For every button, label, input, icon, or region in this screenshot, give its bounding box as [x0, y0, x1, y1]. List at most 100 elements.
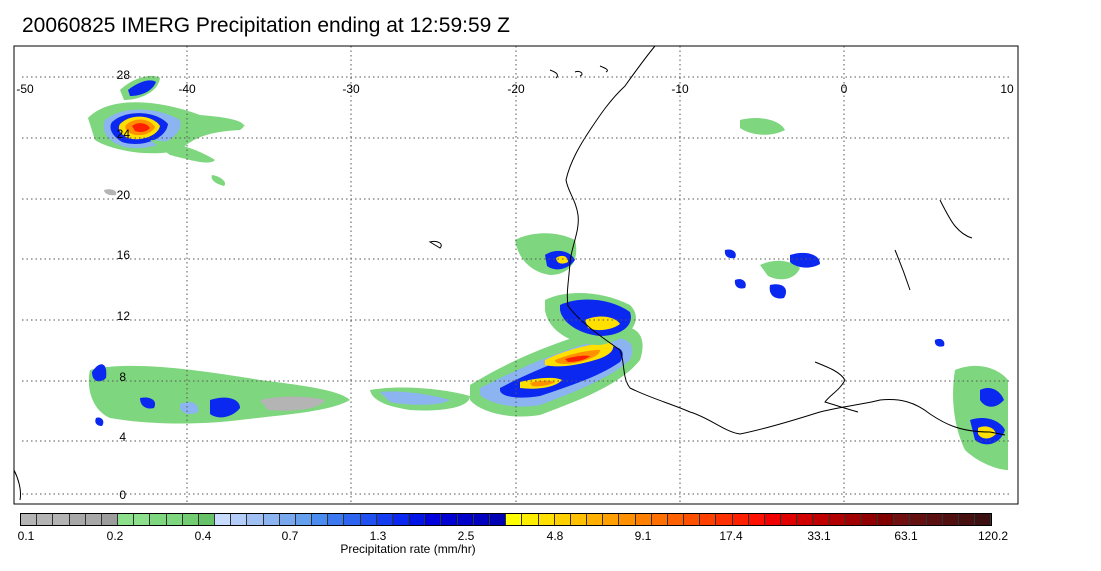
colorbar-swatch — [635, 514, 652, 525]
colorbar-swatch — [797, 514, 814, 525]
lon-tick-label: -40 — [178, 82, 196, 96]
precipitation-layer — [88, 75, 1008, 470]
colorbar-swatch — [764, 514, 782, 525]
colorbar-swatch — [926, 514, 943, 525]
colorbar-swatch — [603, 514, 620, 525]
colorbar-swatch — [198, 514, 216, 525]
colorbar-swatch — [522, 514, 539, 525]
lat-tick-label: 16 — [117, 248, 131, 262]
colorbar-tick-label: 0.7 — [281, 529, 299, 543]
lat-tick-label: 28 — [117, 68, 131, 82]
longitude-labels: -50 -40 -30 -20 -10 0 10 — [16, 82, 1014, 96]
precip-cluster-northwest — [88, 75, 245, 196]
colorbar-tick-label: 4.8 — [546, 529, 564, 543]
precip-band-west-africa — [370, 233, 643, 417]
colorbar-swatch — [473, 514, 490, 525]
colorbar-swatch — [425, 514, 442, 525]
colorbar-swatch — [910, 514, 927, 525]
lon-tick-label: -20 — [507, 82, 525, 96]
colorbar-swatch — [360, 514, 377, 525]
lon-tick-label: 10 — [1000, 82, 1014, 96]
coastline — [13, 45, 1006, 501]
colorbar-swatch — [538, 514, 555, 525]
colorbar-swatch — [312, 514, 329, 525]
colorbar-swatch — [554, 514, 571, 525]
colorbar-swatch — [182, 514, 199, 525]
colorbar-swatch — [247, 514, 264, 525]
colorbar-tick-label: 17.4 — [719, 529, 743, 543]
colorbar-swatch — [37, 514, 54, 525]
colorbar-tick-label: 63.1 — [894, 529, 918, 543]
colorbar-swatch — [150, 514, 167, 525]
colorbar-swatch — [587, 514, 604, 525]
lat-tick-label: 20 — [117, 188, 131, 202]
colorbar-title: Precipitation rate (mm/hr) — [340, 542, 476, 556]
colorbar-swatch — [506, 514, 523, 525]
colorbar-swatch — [134, 514, 151, 525]
colorbar-swatch — [166, 514, 183, 525]
colorbar-swatch — [958, 514, 976, 525]
colorbar-swatch — [845, 514, 862, 525]
lat-tick-label: 8 — [119, 370, 126, 384]
colorbar-swatch — [21, 514, 38, 525]
colorbar-swatch — [651, 514, 668, 525]
lat-tick-label: 4 — [119, 430, 126, 444]
colorbar-swatch — [279, 514, 296, 525]
colorbar-swatch — [781, 514, 798, 525]
colorbar-swatch — [441, 514, 458, 525]
colorbar-tick-label: 9.1 — [634, 529, 652, 543]
colorbar-swatch — [344, 514, 361, 525]
colorbar-tick-label: 1.3 — [369, 529, 387, 543]
colorbar-swatch — [700, 514, 717, 525]
colorbar-swatch — [813, 514, 830, 525]
colorbar-swatch — [392, 514, 410, 525]
colorbar-swatch — [215, 514, 232, 525]
colorbar-swatch — [489, 514, 507, 525]
colorbar-swatch — [409, 514, 426, 525]
colorbar-swatch — [942, 514, 959, 525]
lon-tick-label: 0 — [841, 82, 848, 96]
colorbar-tick-label: 0.4 — [194, 529, 212, 543]
colorbar-swatch — [263, 514, 280, 525]
map-frame — [13, 45, 1019, 505]
colorbar-swatch — [748, 514, 765, 525]
colorbar-swatch — [118, 514, 135, 525]
lon-tick-label: -30 — [342, 82, 360, 96]
colorbar-swatch — [684, 514, 701, 525]
colorbar-swatch — [295, 514, 313, 525]
colorbar-tick-label: 120.2 — [977, 529, 1009, 543]
colorbar-swatch — [619, 514, 636, 525]
colorbar-swatch — [376, 514, 393, 525]
colorbar-swatch — [829, 514, 846, 525]
colorbar-swatch — [328, 514, 345, 525]
latitude-labels: 0 4 8 12 16 20 24 28 — [117, 68, 131, 502]
colorbar-swatch — [570, 514, 588, 525]
colorbar-tick-label: 2.5 — [457, 529, 475, 543]
colorbar-swatch — [101, 514, 119, 525]
colorbar-tick-label: 0.2 — [106, 529, 124, 543]
colorbar-tick-label: 0.1 — [17, 529, 35, 543]
colorbar-swatch — [975, 514, 992, 525]
lat-tick-label: 24 — [117, 127, 131, 141]
lon-tick-label: -10 — [671, 82, 689, 96]
colorbar-swatch — [667, 514, 685, 525]
colorbar-swatch — [69, 514, 86, 525]
colorbar-swatch — [878, 514, 895, 525]
lat-tick-label: 12 — [117, 309, 131, 323]
lon-tick-label: -50 — [16, 82, 34, 96]
colorbar-swatch — [231, 514, 248, 525]
colorbar-swatch — [457, 514, 474, 525]
page-title: 20060825 IMERG Precipitation ending at 1… — [22, 14, 510, 37]
colorbar-swatch — [732, 514, 749, 525]
colorbar-swatch — [85, 514, 102, 525]
colorbar — [20, 513, 992, 526]
colorbar-swatch — [716, 514, 733, 525]
colorbar-swatch — [861, 514, 879, 525]
precip-cluster-east — [724, 118, 1008, 470]
precip-cluster-atlantic — [88, 364, 350, 426]
lat-tick-label: 0 — [119, 488, 126, 502]
colorbar-swatch — [894, 514, 911, 525]
colorbar-tick-label: 33.1 — [807, 529, 831, 543]
colorbar-swatch — [53, 514, 70, 525]
